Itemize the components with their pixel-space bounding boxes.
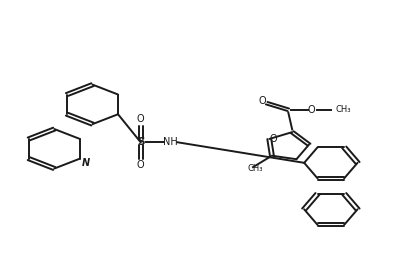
- Text: O: O: [137, 160, 145, 170]
- Text: O: O: [308, 105, 316, 115]
- Text: O: O: [258, 95, 266, 106]
- Text: NH: NH: [163, 137, 177, 147]
- Text: CH₃: CH₃: [248, 164, 263, 173]
- Text: S: S: [137, 137, 145, 147]
- Text: CH₃: CH₃: [335, 105, 351, 114]
- Text: N: N: [82, 158, 90, 168]
- Text: O: O: [137, 114, 145, 124]
- Text: O: O: [269, 134, 277, 144]
